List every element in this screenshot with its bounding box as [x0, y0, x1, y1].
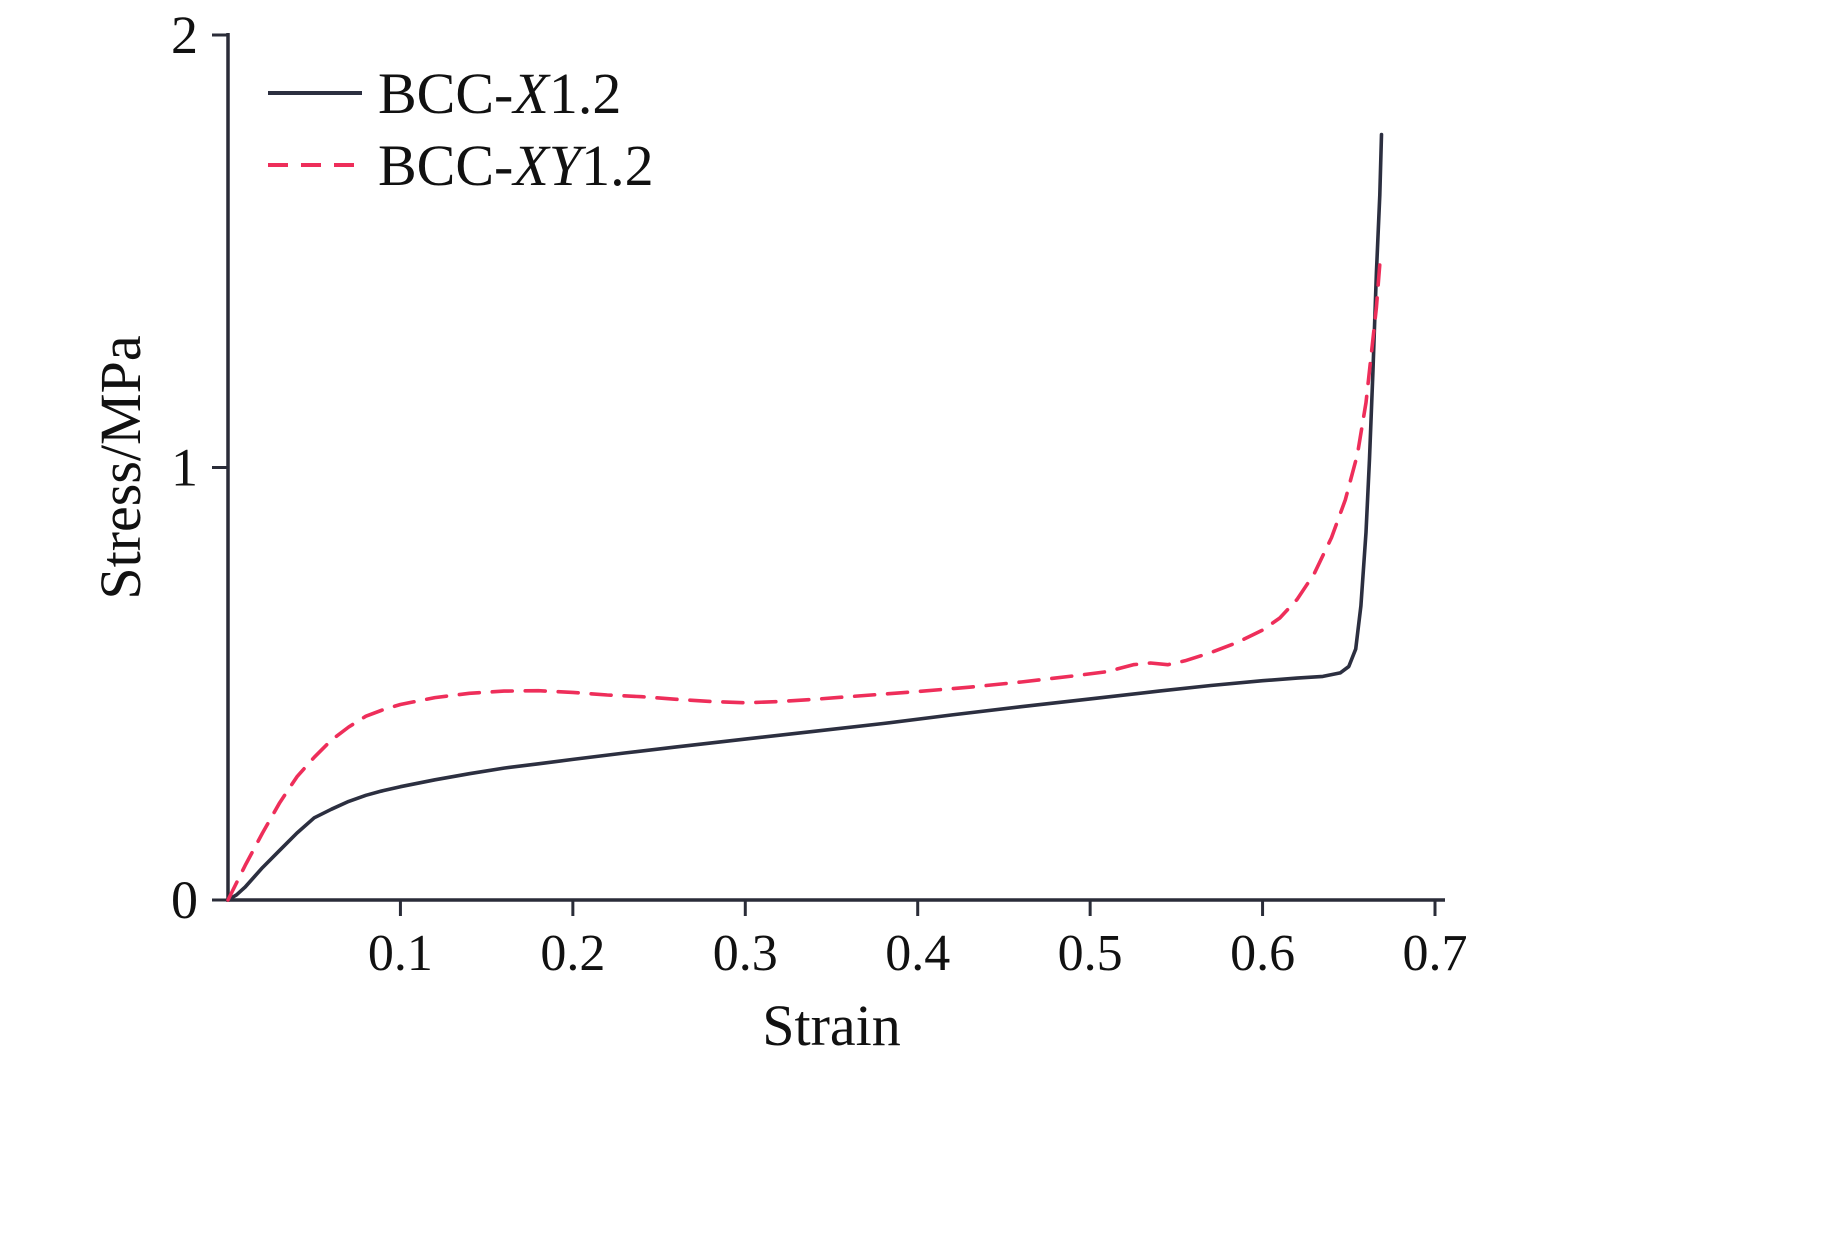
x-tick-label: 0.7: [1403, 925, 1468, 982]
x-axis-title: Strain: [762, 993, 901, 1058]
x-tick-label: 0.6: [1230, 925, 1295, 982]
series-line-BCC-X1.2: [226, 132, 1384, 902]
x-tick-label: 0.4: [885, 925, 950, 982]
x-tick-label: 0.3: [713, 925, 778, 982]
series-line-BCC-XY1.2: [226, 262, 1382, 902]
y-tick-label: 0: [171, 870, 198, 930]
x-tick-label: 0.5: [1058, 925, 1123, 982]
x-tick-label: 0.1: [368, 925, 433, 982]
legend-label-BCC-X1.2: BCC-X1.2: [378, 61, 621, 126]
y-axis-title: Stress/MPa: [88, 335, 153, 599]
y-tick-label: 1: [171, 438, 198, 498]
legend-label-BCC-XY1.2: BCC-XY1.2: [378, 133, 654, 198]
x-tick-label: 0.2: [540, 925, 605, 982]
y-tick-label: 2: [171, 5, 198, 65]
